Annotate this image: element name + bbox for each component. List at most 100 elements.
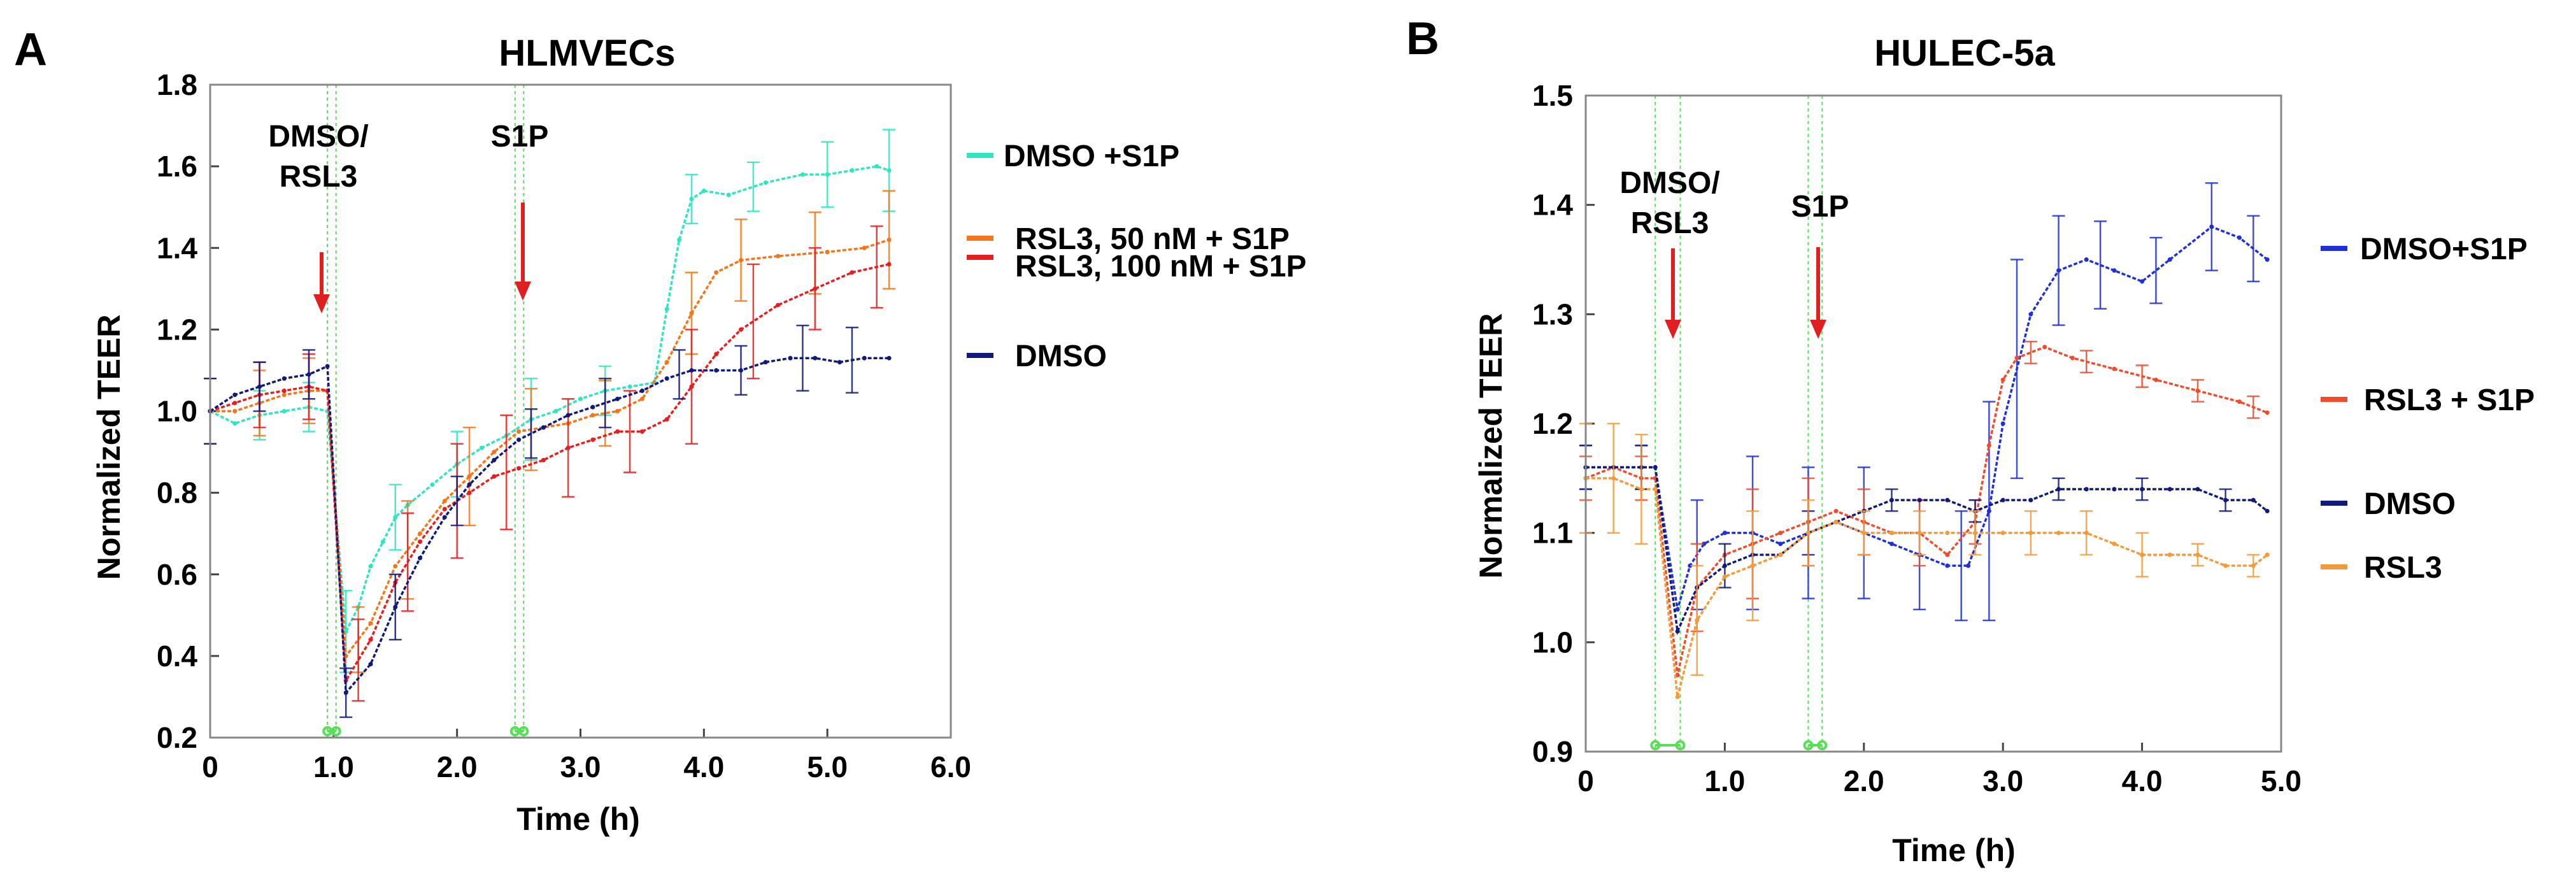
- data-point: [232, 421, 238, 426]
- chart-title-b: HULEC-5a: [1874, 32, 2055, 74]
- data-point: [343, 690, 348, 696]
- plot-frame-b: [1584, 94, 2282, 753]
- legend-label-dmso-s1p-b: DMSO+S1P: [2360, 232, 2528, 266]
- data-point: [516, 429, 522, 434]
- data-point: [232, 401, 238, 406]
- data-point: [639, 396, 644, 401]
- data-point: [442, 515, 447, 520]
- y-tick-label-a: 0.2: [157, 721, 197, 754]
- x-tick-label-b: 1.0: [1704, 764, 1745, 797]
- data-point: [1986, 508, 1991, 513]
- x-tick-label-b: 3.0: [1982, 764, 2023, 797]
- data-point: [639, 429, 644, 434]
- data-point: [862, 355, 867, 361]
- data-point: [1702, 541, 1707, 547]
- data-point: [2237, 235, 2242, 240]
- legend-label-dmso-b: DMSO: [2364, 487, 2456, 521]
- data-point: [714, 368, 719, 373]
- data-point: [2042, 345, 2047, 350]
- data-point: [2153, 377, 2158, 382]
- data-point: [368, 621, 373, 626]
- data-point: [393, 515, 398, 520]
- data-point: [2265, 508, 2270, 513]
- y-tick-label-a: 1.0: [157, 395, 197, 428]
- data-point: [281, 409, 287, 413]
- data-point: [1675, 629, 1680, 634]
- x-tick-label-a: 0: [202, 750, 218, 783]
- data-point: [2223, 563, 2228, 568]
- arrow-s1p-b: [1810, 247, 1826, 339]
- data-point: [1833, 508, 1839, 513]
- data-point: [788, 355, 793, 361]
- data-point: [1778, 552, 1783, 557]
- data-point: [306, 372, 311, 377]
- data-point: [2000, 377, 2005, 382]
- data-point: [1675, 607, 1680, 612]
- data-point: [232, 392, 238, 397]
- data-point: [492, 474, 497, 479]
- series-a-2: [204, 225, 892, 702]
- series-line: [1586, 477, 2268, 697]
- data-point: [862, 245, 867, 250]
- data-point: [281, 388, 287, 393]
- data-point: [886, 237, 892, 242]
- data-point: [590, 413, 595, 418]
- data-point: [627, 384, 632, 389]
- data-point: [664, 417, 669, 422]
- data-point: [1973, 531, 1978, 536]
- data-point: [1653, 465, 1658, 470]
- data-point: [886, 168, 892, 173]
- x-tick-label-a: 1.0: [313, 750, 354, 783]
- data-point: [1653, 487, 1658, 492]
- data-point: [257, 384, 262, 389]
- data-point: [2112, 487, 2117, 492]
- data-point: [479, 445, 484, 450]
- annotation-dmso-rsl3-a-line2: RSL3: [280, 160, 358, 194]
- data-point: [1861, 531, 1867, 536]
- y-tick-label-a: 0.6: [157, 558, 197, 591]
- y-tick-label-b: 1.4: [1532, 189, 1573, 222]
- data-point: [418, 531, 423, 536]
- data-point: [590, 404, 595, 410]
- data-point: [2223, 497, 2228, 503]
- annotation-s1p-a: S1P: [491, 120, 549, 154]
- series-line: [1586, 466, 2268, 636]
- data-point: [2084, 531, 2089, 536]
- data-point: [1778, 531, 1783, 536]
- data-point: [800, 172, 805, 177]
- data-point: [813, 355, 818, 361]
- arrow-s1p-a: [515, 203, 531, 301]
- data-point: [2056, 531, 2061, 536]
- data-point: [1945, 531, 1950, 536]
- data-point: [2195, 389, 2200, 393]
- data-point: [2000, 497, 2005, 503]
- guide-marker-dot-b: [1817, 740, 1828, 750]
- data-point: [1986, 443, 1991, 448]
- data-point: [2000, 421, 2005, 426]
- panel-a: A HLMVECs Normalized TEER Time (h) 0 1.0 2…: [14, 24, 1307, 837]
- data-point: [1945, 563, 1950, 568]
- data-point: [1945, 552, 1950, 557]
- data-point: [763, 360, 768, 365]
- data-point: [516, 466, 522, 471]
- data-point: [368, 564, 373, 569]
- annotation-dmso-rsl3-b-line1: DMSO/: [1619, 166, 1719, 200]
- annotation-s1p-b: S1P: [1791, 190, 1849, 224]
- y-tick-label-b: 1.0: [1532, 625, 1573, 659]
- data-point: [566, 413, 571, 418]
- data-point: [442, 506, 447, 511]
- arrow-dmso-rsl3-b: [1665, 248, 1681, 339]
- data-point: [2070, 355, 2075, 361]
- panel-letter-a: A: [14, 24, 47, 75]
- data-point: [1889, 497, 1894, 503]
- data-point: [553, 409, 559, 413]
- data-point: [2112, 541, 2117, 547]
- data-point: [615, 409, 620, 413]
- data-point: [1889, 531, 1894, 536]
- data-point: [1917, 497, 1922, 503]
- legend-label-rsl3-b: RSL3: [2364, 551, 2442, 585]
- y-tick-label-b: 1.2: [1532, 407, 1573, 440]
- data-point: [850, 168, 855, 173]
- y-tick-label-a: 1.8: [157, 68, 197, 101]
- data-point: [776, 303, 781, 308]
